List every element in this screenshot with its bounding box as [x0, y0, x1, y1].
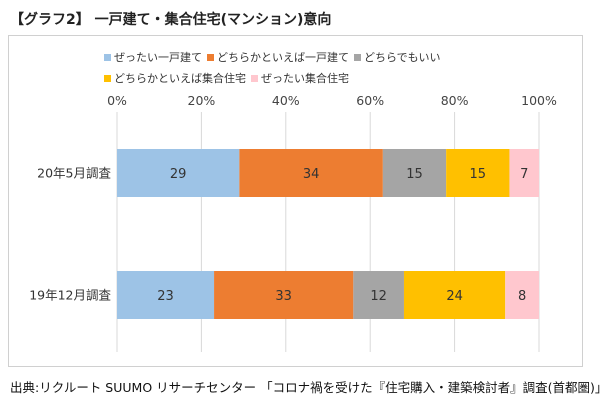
x-tick-label: 60%	[356, 93, 384, 108]
legend-label: どちらかといえば一戸建て	[217, 51, 349, 64]
legend-row-2: どちらかといえば集合住宅 ぜったい集合住宅	[104, 70, 354, 86]
legend-swatch	[251, 74, 258, 82]
bar-segment	[505, 271, 539, 319]
legend-swatch	[104, 53, 111, 61]
x-tick-label: 0%	[107, 93, 127, 108]
bar-segment	[117, 149, 240, 197]
page-title: 【グラフ2】 一戸建て・集合住宅(マンション)意向	[10, 12, 332, 28]
x-tick-label: 20%	[188, 93, 216, 108]
legend-swatch	[207, 53, 214, 61]
legend-swatch	[354, 53, 361, 61]
data-label: 29	[170, 167, 187, 182]
category-label: 20年5月調査	[37, 166, 111, 181]
legend-item: どちらでもいい	[354, 49, 440, 65]
legend-item: ぜったい一戸建て	[104, 49, 202, 65]
bar-segment	[117, 271, 215, 319]
data-label: 23	[157, 289, 174, 304]
legend-swatch	[104, 74, 111, 82]
x-tick-label: 80%	[441, 93, 469, 108]
x-tick-label: 100%	[521, 93, 557, 108]
legend-label: どちらかといえば集合住宅	[114, 72, 246, 85]
data-label: 34	[303, 167, 320, 182]
x-tick-label: 40%	[272, 93, 300, 108]
legend-label: どちらでもいい	[364, 51, 441, 64]
category-label: 19年12月調査	[29, 288, 111, 303]
legend-row-1: ぜったい一戸建て どちらかといえば一戸建て どちらでもいい	[104, 49, 445, 65]
data-label: 15	[406, 167, 423, 182]
bar-segment	[214, 271, 354, 319]
data-label: 15	[470, 167, 487, 182]
bar-segment	[403, 271, 506, 319]
data-label: 33	[275, 289, 292, 304]
bar-segment	[353, 271, 404, 319]
source-note: 出典:リクルート SUUMO リサーチセンター 「コロナ禍を受けた『住宅購入・建…	[10, 380, 600, 395]
bar-segment	[239, 149, 383, 197]
bar-segment	[446, 149, 510, 197]
legend-item: どちらかといえば集合住宅	[104, 70, 246, 86]
data-label: 24	[446, 289, 463, 304]
legend-item: どちらかといえば一戸建て	[207, 49, 349, 65]
legend-label: ぜったい一戸建て	[114, 51, 202, 64]
data-label: 7	[520, 167, 528, 182]
legend-item: ぜったい集合住宅	[251, 70, 349, 86]
bar-segment	[382, 149, 447, 197]
bar-segment	[509, 149, 539, 197]
data-label: 8	[518, 289, 526, 304]
chart-frame	[8, 35, 583, 367]
legend-label: ぜったい集合住宅	[261, 72, 349, 85]
data-label: 12	[370, 289, 387, 304]
